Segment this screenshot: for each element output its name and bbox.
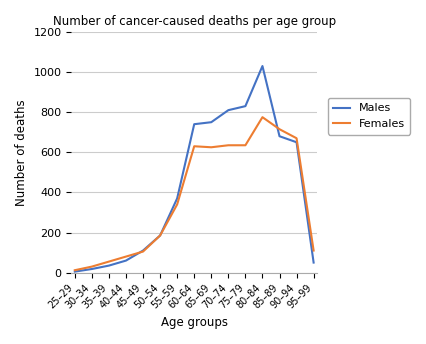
Males: [157, 234, 162, 238]
Females: [208, 145, 213, 149]
Males: [123, 259, 128, 263]
Females: [123, 255, 128, 259]
X-axis label: Age groups: Age groups: [160, 316, 227, 329]
Females: [259, 115, 265, 119]
Males: [242, 104, 248, 108]
Title: Number of cancer-caused deaths per age group: Number of cancer-caused deaths per age g…: [52, 15, 335, 28]
Males: [225, 108, 230, 112]
Males: [191, 122, 196, 126]
Males: [294, 140, 299, 144]
Females: [106, 259, 111, 264]
Females: [174, 202, 179, 206]
Males: [140, 248, 145, 252]
Females: [140, 249, 145, 254]
Legend: Males, Females: Males, Females: [327, 98, 409, 135]
Females: [157, 234, 162, 238]
Line: Females: Females: [75, 117, 313, 270]
Line: Males: Males: [75, 66, 313, 272]
Females: [276, 127, 282, 131]
Females: [294, 136, 299, 140]
Males: [208, 120, 213, 124]
Males: [106, 264, 111, 268]
Y-axis label: Number of deaths: Number of deaths: [15, 99, 28, 206]
Females: [242, 143, 248, 147]
Males: [174, 196, 179, 201]
Males: [89, 267, 94, 271]
Males: [72, 270, 77, 274]
Females: [191, 144, 196, 148]
Females: [225, 143, 230, 147]
Females: [72, 268, 77, 272]
Males: [310, 260, 315, 265]
Females: [310, 248, 315, 252]
Males: [259, 64, 265, 68]
Males: [276, 134, 282, 138]
Females: [89, 265, 94, 269]
